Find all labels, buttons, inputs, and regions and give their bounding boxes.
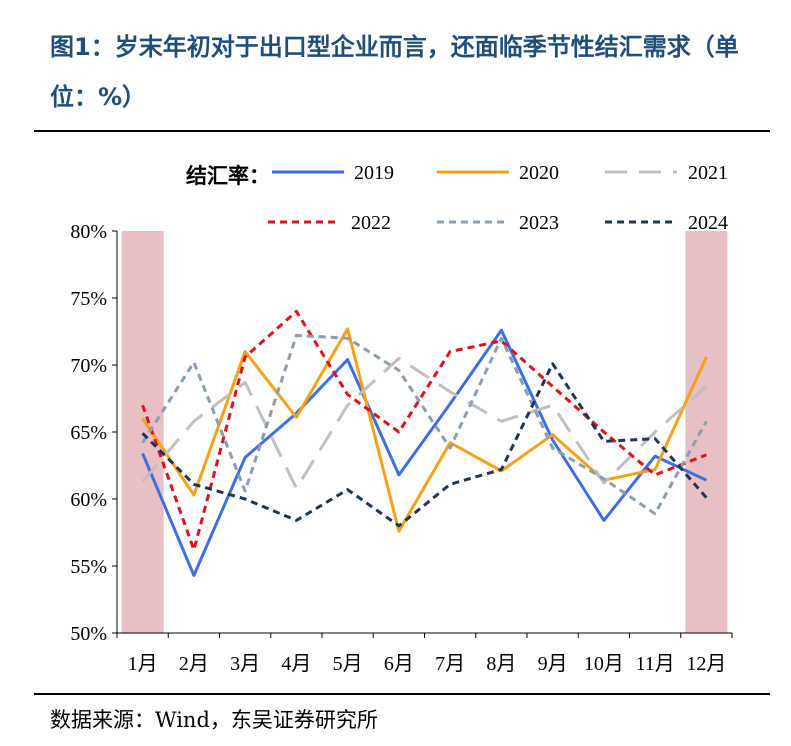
x-tick-label: 9月 <box>538 653 568 675</box>
highlight-band-1月 <box>121 231 164 633</box>
x-tick-label: 1月 <box>128 653 158 675</box>
y-tick-label: 70% <box>70 355 107 377</box>
y-tick-label: 75% <box>70 288 107 310</box>
y-tick-label: 80% <box>70 221 107 243</box>
series-line-2019 <box>141 328 708 577</box>
y-tick-label: 65% <box>70 422 107 444</box>
x-tick-label: 3月 <box>230 653 260 675</box>
series-line-2021 <box>141 356 708 490</box>
highlight-band-12月 <box>685 231 728 633</box>
top-divider <box>34 130 770 132</box>
x-tick-label: 5月 <box>333 653 363 675</box>
y-tick-label: 60% <box>70 489 107 511</box>
x-tick-label: 6月 <box>384 653 414 675</box>
legend-label-2021: 2021 <box>688 162 728 184</box>
series-line-2023 <box>141 334 708 516</box>
x-tick-label: 8月 <box>486 653 516 675</box>
legend: 结汇率： 2019 2020 2021 2022 2023 2024 <box>186 162 728 234</box>
legend-title: 结汇率： <box>186 164 270 188</box>
bottom-divider <box>34 693 770 695</box>
chart-title: 图1：岁末年初对于出口型企业而言，还面临季节性结汇需求（单位：%） <box>50 33 739 111</box>
series-lines <box>141 309 708 577</box>
highlight-bands <box>121 231 728 633</box>
x-tick-label: 2月 <box>179 653 209 675</box>
legend-label-2024: 2024 <box>688 212 728 234</box>
series-line-2022 <box>141 309 707 552</box>
legend-label-2019: 2019 <box>354 162 394 184</box>
series-line-2020 <box>141 327 708 533</box>
legend-label-2023: 2023 <box>519 212 559 234</box>
y-tick-label: 50% <box>70 623 107 645</box>
data-source: 数据来源：Wind，东吴证券研究所 <box>50 708 378 732</box>
legend-label-2022: 2022 <box>351 212 391 234</box>
axes: 50% 55% 60% 65% 70% 75% 80% 1月 2月 3月 4月 5月 6月 7月 8月 9月 1… <box>70 221 733 675</box>
x-tick-label: 7月 <box>435 653 465 675</box>
legend-label-2020: 2020 <box>519 162 559 184</box>
y-tick-label: 55% <box>70 556 107 578</box>
x-tick-label: 10月 <box>584 653 624 675</box>
x-tick-label: 11月 <box>635 653 674 675</box>
series-line-2024 <box>141 362 708 528</box>
x-tick-label: 12月 <box>686 653 726 675</box>
x-tick-label: 4月 <box>281 653 311 675</box>
